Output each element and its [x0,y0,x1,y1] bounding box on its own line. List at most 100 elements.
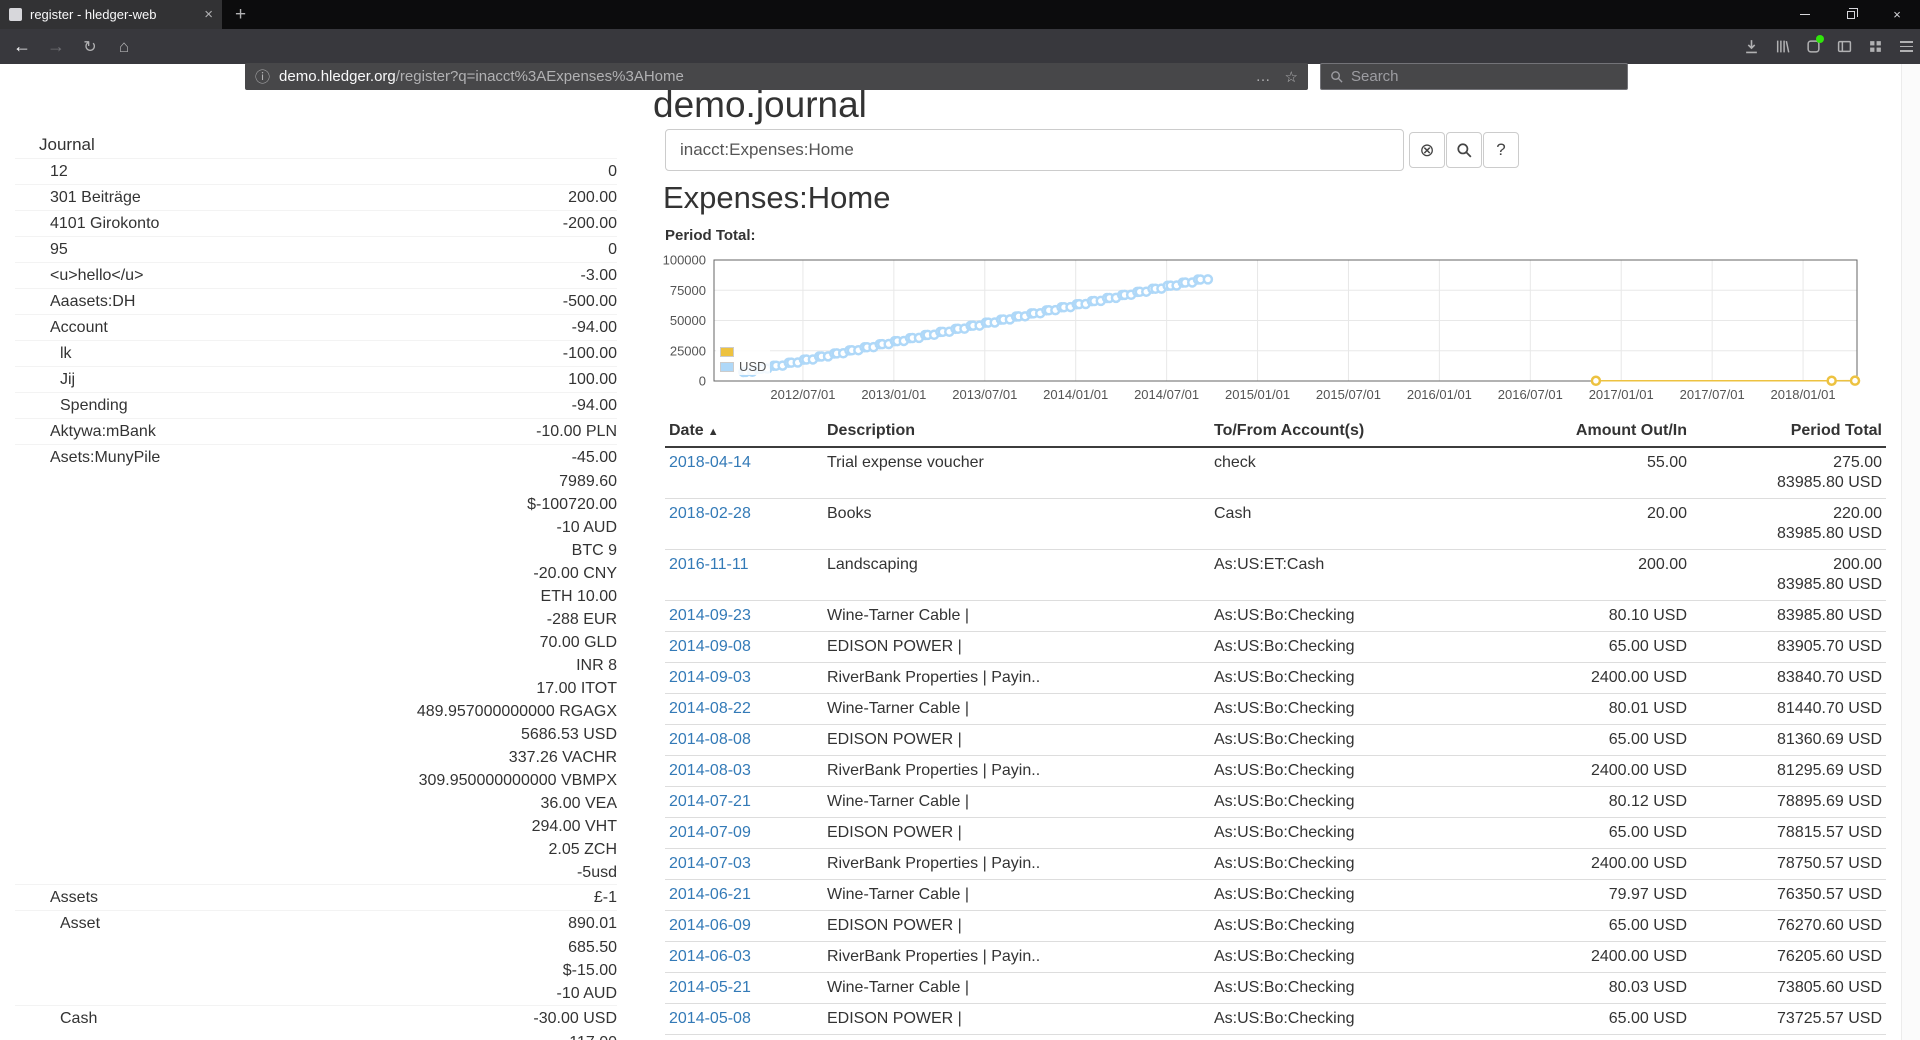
account-name-cell[interactable]: Spending [15,392,269,419]
browser-search-field[interactable]: Search [1320,63,1628,90]
transaction-date-link[interactable]: 2018-02-28 [669,505,751,522]
date-cell[interactable]: 2014-09-08 [665,631,823,663]
date-cell[interactable]: 2014-06-21 [665,879,823,911]
account-link[interactable]: Account [50,318,108,336]
new-tab-button[interactable]: + [235,3,247,25]
account-name-cell[interactable]: Cash [15,1005,269,1032]
account-name-cell[interactable]: Aaasets:DH [15,288,269,315]
account-balance: 294.00 VHT [531,818,617,835]
date-cell[interactable]: 2014-07-03 [665,848,823,880]
description-cell: RiverBank Properties | Payin.. [823,1034,1210,1040]
account-name-cell[interactable]: Assets [15,884,269,911]
account-name-cell[interactable]: 12 [15,158,269,185]
account-link[interactable]: Asset [60,914,101,932]
transaction-date-link[interactable]: 2014-08-08 [669,731,751,748]
search-help-button[interactable]: ? [1483,132,1519,168]
date-cell[interactable]: 2014-05-21 [665,972,823,1004]
account-name-cell[interactable]: Jij [15,366,269,393]
bookmark-star-icon[interactable]: ☆ [1284,68,1298,86]
transaction-date-link[interactable]: 2014-07-09 [669,824,751,841]
extension-button[interactable] [1800,33,1826,60]
search-submit-button[interactable] [1446,132,1482,168]
page-scrollbar[interactable] [1901,64,1920,1040]
account-link[interactable]: Aktywa:mBank [50,422,156,440]
transaction-date-link[interactable]: 2014-06-21 [669,886,751,903]
date-cell[interactable]: 2014-09-23 [665,600,823,632]
transaction-date-link[interactable]: 2014-06-03 [669,948,751,965]
account-name-cell[interactable]: lk [15,340,269,367]
reload-button[interactable]: ↻ [83,38,97,56]
account-name-cell[interactable]: Asset [15,910,269,937]
forward-button[interactable]: → [47,36,65,56]
account-name-cell[interactable]: Asets:MunyPile [15,444,269,471]
url-bar[interactable]: ⓘ demo.hledger.org/register?q=inacct%3AE… [245,63,1308,90]
back-button[interactable]: ← [13,36,31,56]
account-link[interactable]: Jij [60,370,76,388]
account-link[interactable]: Cash [60,1009,98,1027]
site-info-icon[interactable]: ⓘ [255,69,271,86]
home-button[interactable]: ⌂ [118,36,130,56]
column-header-date[interactable]: Date ▲ [665,416,823,448]
transaction-date-link[interactable]: 2014-08-22 [669,700,751,717]
transaction-date-link[interactable]: 2014-05-21 [669,979,751,996]
downloads-button[interactable] [1738,33,1764,60]
account-name-cell[interactable]: <u>hello</u> [15,262,269,289]
transaction-date-link[interactable]: 2014-09-08 [669,638,751,655]
date-cell[interactable]: 2018-02-28 [665,498,823,550]
sidebar-account-row: 4101 Girokonto -200.00 [15,210,617,237]
transaction-date-link[interactable]: 2014-09-03 [669,669,751,686]
account-link[interactable]: Spending [60,396,128,414]
browser-tab[interactable]: register - hledger-web × [0,0,222,29]
library-button[interactable] [1769,33,1795,60]
transaction-date-link[interactable]: 2014-06-09 [669,917,751,934]
date-cell[interactable]: 2014-08-08 [665,724,823,756]
account-link[interactable]: Asets:MunyPile [50,448,161,466]
search-input[interactable] [665,129,1404,171]
account-link[interactable]: 301 Beiträge [50,188,141,206]
transaction-date-link[interactable]: 2018-04-14 [669,454,751,471]
menu-button[interactable] [1893,33,1919,60]
account-link[interactable]: <u>hello</u> [50,266,144,284]
account-link[interactable]: Aaasets:DH [50,292,136,310]
window-restore-button[interactable] [1828,0,1874,29]
date-cell[interactable]: 2014-08-03 [665,755,823,787]
sidebar-toggle-button[interactable] [1831,33,1857,60]
transaction-date-link[interactable]: 2014-09-23 [669,607,751,624]
transaction-date-link[interactable]: 2014-07-21 [669,793,751,810]
account-name-cell[interactable]: Account [15,314,269,341]
date-cell[interactable]: 2014-06-09 [665,910,823,942]
date-cell[interactable]: 2014-09-03 [665,662,823,694]
account-link[interactable]: Assets [50,888,99,906]
transaction-date-link[interactable]: 2014-05-08 [669,1010,751,1027]
date-cell[interactable]: 2014-05-08 [665,1003,823,1035]
date-cell[interactable]: 2018-04-14 [665,447,823,499]
apps-button[interactable] [1862,33,1888,60]
account-link[interactable]: lk [60,344,72,362]
clear-search-button[interactable]: ⊗ [1409,132,1445,168]
window-close-button[interactable]: × [1893,7,1901,22]
date-cell[interactable]: 2014-07-21 [665,786,823,818]
account-link[interactable]: 4101 Girokonto [50,214,160,232]
date-cell[interactable]: 2014-08-22 [665,693,823,725]
account-link[interactable]: 12 [50,162,68,180]
transaction-date-link[interactable]: 2014-07-03 [669,855,751,872]
sidebar-journal-link[interactable]: Journal [39,135,95,154]
tab-close-icon[interactable]: × [204,6,213,23]
date-cell[interactable]: 2014-05-03 [665,1034,823,1040]
account-name-cell[interactable]: Aktywa:mBank [15,418,269,445]
account-link[interactable]: 95 [50,240,68,258]
transaction-date-link[interactable]: 2014-08-03 [669,762,751,779]
period-total-line: 83985.80 USD [1777,525,1882,542]
period-total-line: 76350.57 USD [1777,886,1882,903]
account-name-cell[interactable]: 95 [15,236,269,263]
date-cell[interactable]: 2014-06-03 [665,941,823,973]
transaction-date-link[interactable]: 2016-11-11 [669,556,749,573]
date-cell[interactable]: 2016-11-11 [665,549,823,601]
page-actions-icon[interactable]: … [1255,67,1271,85]
account-name-cell[interactable]: 4101 Girokonto [15,210,269,237]
account-cell: As:US:Bo:Checking [1210,941,1510,973]
window-minimize-button[interactable] [1782,0,1828,29]
date-cell[interactable]: 2014-07-09 [665,817,823,849]
account-name-cell[interactable]: 301 Beiträge [15,184,269,211]
svg-text:100000: 100000 [663,253,706,268]
